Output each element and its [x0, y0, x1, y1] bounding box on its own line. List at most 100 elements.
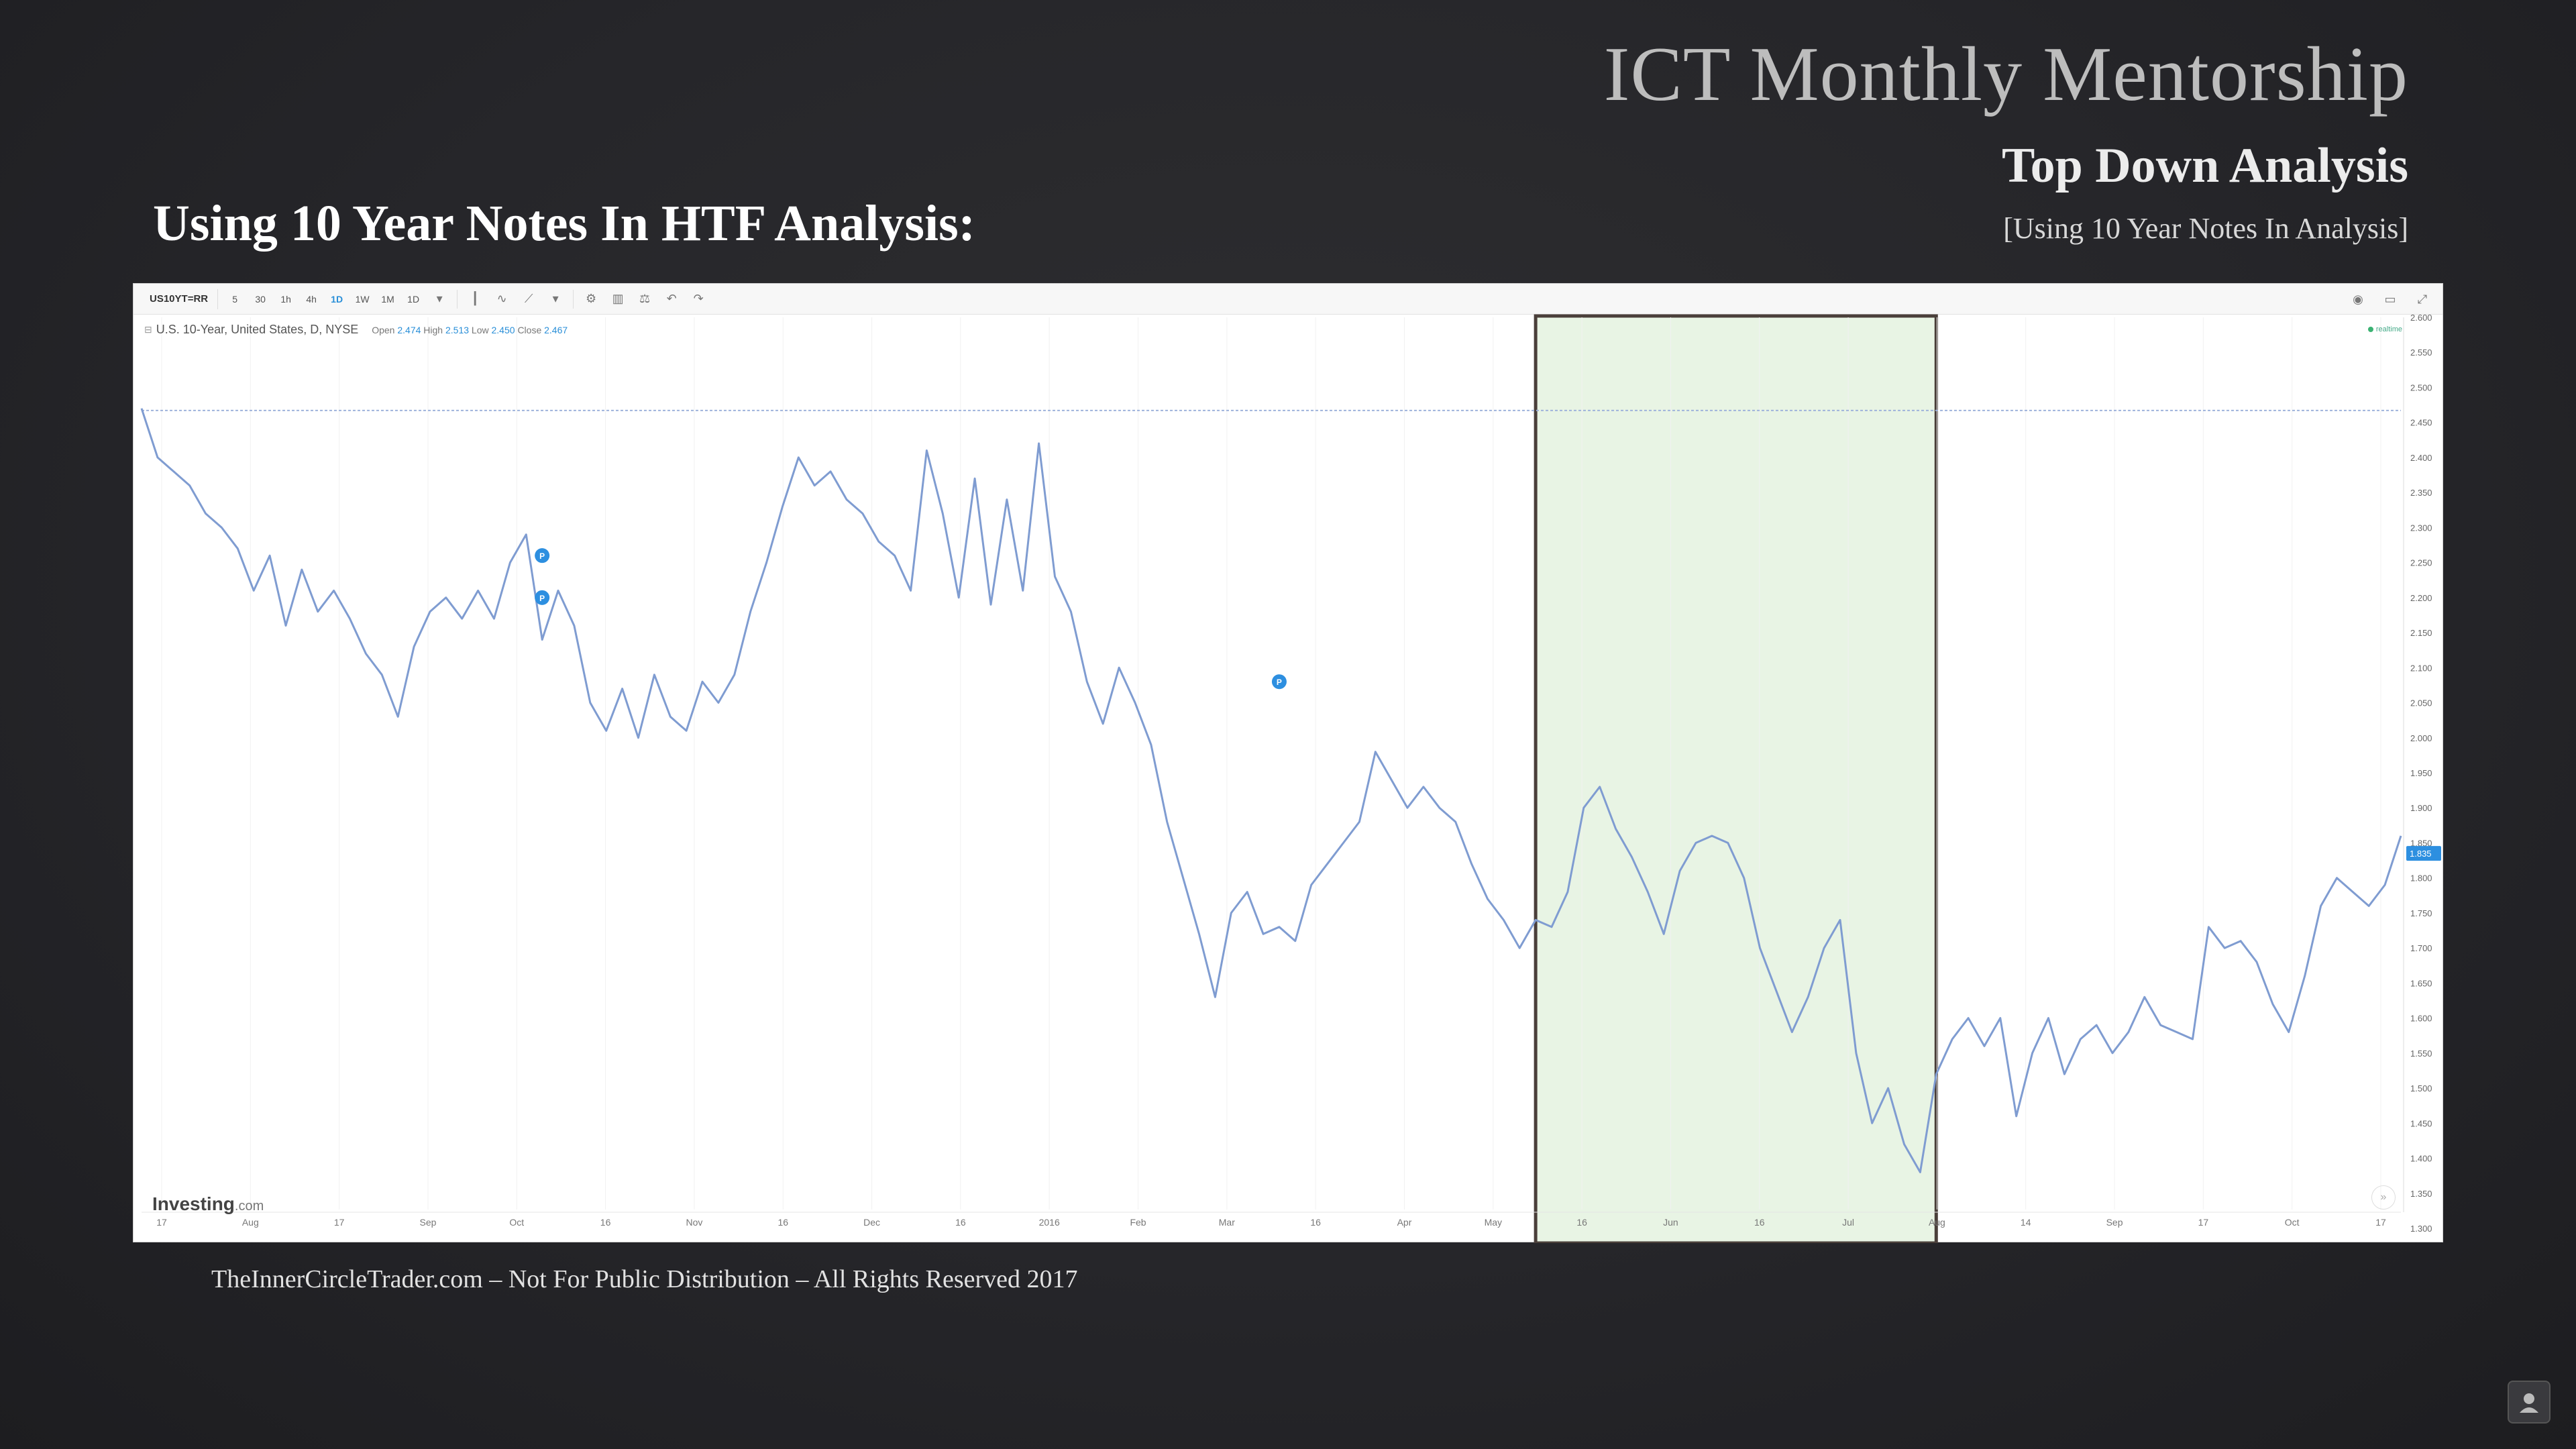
slide-subtitle: Top Down Analysis: [2002, 138, 2408, 193]
x-tick-label: 16: [1310, 1217, 1321, 1228]
current-price-badge: [2406, 846, 2441, 861]
logo-brand: Investing: [152, 1193, 235, 1214]
interval-1m-button[interactable]: 1M: [381, 293, 394, 305]
x-tick-label: Sep: [2106, 1217, 2123, 1228]
price-series-line: [140, 408, 2402, 1173]
y-tick-label: 1.400: [2410, 1154, 2432, 1164]
y-tick-label: 2.150: [2410, 628, 2432, 638]
ohlc-values: Open 2.474 High 2.513 Low 2.450 Close 2.…: [372, 325, 568, 335]
chart-legend: ⊟ U.S. 10-Year, United States, D, NYSE O…: [144, 323, 568, 337]
x-tick-label: Oct: [2285, 1217, 2300, 1228]
toolbar-divider: [457, 289, 458, 309]
event-marker[interactable]: [535, 548, 550, 564]
camera-icon[interactable]: ◉: [2353, 292, 2363, 306]
collapse-legend-icon[interactable]: ⊟: [144, 324, 152, 335]
event-marker-label: P: [539, 594, 545, 603]
x-tick-label: Aug: [242, 1217, 259, 1228]
symbol-search-button[interactable]: US10YT=RR: [140, 288, 219, 309]
y-tick-label: 1.450: [2410, 1118, 2432, 1128]
y-tick-label: 1.550: [2410, 1049, 2432, 1059]
x-tick-label: 16: [955, 1217, 966, 1228]
y-tick-label: 2.050: [2410, 698, 2432, 708]
interval-4h-button[interactable]: 4h: [306, 293, 317, 305]
x-tick-label: 14: [2021, 1217, 2031, 1228]
undo-icon[interactable]: ↶: [666, 292, 677, 305]
y-tick-label: 1.900: [2410, 803, 2432, 813]
logo-suffix: .com: [234, 1199, 264, 1214]
gear-icon[interactable]: ⚙: [586, 292, 597, 305]
y-tick-label: 2.400: [2410, 453, 2432, 463]
x-tick-label: 2016: [1039, 1217, 1060, 1228]
realtime-badge: realtime: [2367, 325, 2402, 333]
x-tick-label: May: [1485, 1217, 1502, 1228]
presenter-avatar: [2508, 1381, 2551, 1424]
high-label: High: [423, 324, 443, 335]
event-marker[interactable]: [1271, 674, 1287, 690]
y-tick-label: 2.500: [2410, 382, 2432, 392]
close-value: 2.467: [544, 324, 568, 335]
highlight-region: [1534, 314, 1938, 1243]
y-tick-label: 2.450: [2410, 418, 2432, 428]
x-tick-label: Mar: [1219, 1217, 1235, 1228]
interval-1h-button[interactable]: 1h: [280, 293, 291, 305]
x-tick-label: Apr: [1397, 1217, 1412, 1228]
x-tick-label: Oct: [509, 1217, 524, 1228]
candles-icon[interactable]: ┃: [471, 292, 479, 305]
x-tick-label: Jun: [1663, 1217, 1678, 1228]
y-tick-label: 2.200: [2410, 593, 2432, 603]
slide-footer: TheInnerCircleTrader.com – Not For Publi…: [211, 1265, 1078, 1293]
x-tick-label: 17: [334, 1217, 345, 1228]
high-value: 2.513: [445, 324, 470, 335]
x-tick-label: 16: [1576, 1217, 1587, 1228]
x-tick-label: Aug: [1929, 1217, 1945, 1228]
open-label: Open: [372, 324, 395, 335]
y-tick-label: 1.800: [2410, 873, 2432, 883]
line-tool-icon[interactable]: ⟋: [524, 292, 533, 305]
slide-title: ICT Monthly Mentorship: [1603, 32, 2408, 117]
low-value: 2.450: [491, 324, 515, 335]
y-tick-label: 2.350: [2410, 488, 2432, 498]
layout-icon[interactable]: ▭: [2384, 292, 2396, 306]
interval-1d-button[interactable]: 1D: [331, 293, 343, 305]
x-tick-label: 16: [600, 1217, 611, 1228]
y-tick-label: 2.300: [2410, 523, 2432, 533]
scroll-to-end-button[interactable]: »: [2371, 1185, 2396, 1210]
event-marker-label: P: [539, 551, 545, 561]
compare-icon[interactable]: ▥: [612, 292, 624, 305]
y-tick-label: 1.500: [2410, 1083, 2432, 1093]
toolbar-divider: [573, 289, 574, 309]
x-tick-label: 17: [2198, 1217, 2209, 1228]
chevron-down-icon[interactable]: ▾: [436, 292, 443, 305]
y-tick-label: 1.600: [2410, 1014, 2432, 1024]
x-tick-label: Jul: [1842, 1217, 1854, 1228]
x-tick-label: 17: [2375, 1217, 2386, 1228]
interval-1w-button[interactable]: 1W: [355, 293, 370, 305]
y-tick-label: 2.250: [2410, 558, 2432, 568]
range-button[interactable]: 1D: [407, 293, 420, 305]
event-marker[interactable]: [535, 590, 550, 605]
scale-icon[interactable]: ⚖: [639, 292, 651, 305]
interval-30-button[interactable]: 30: [255, 293, 266, 305]
y-tick-label: 1.700: [2410, 943, 2432, 953]
open-value: 2.474: [397, 324, 421, 335]
investing-logo: Investing.com: [152, 1193, 264, 1215]
status-dot: [2367, 327, 2373, 332]
x-tick-label: Feb: [1130, 1217, 1146, 1228]
event-marker-label: P: [1277, 678, 1282, 687]
fullscreen-icon[interactable]: ⤢: [2417, 292, 2428, 306]
chart-widget[interactable]: US10YT=RR 5 30 1h 4h 1D 1W 1M 1D ▾ ┃ ∿ ⟋…: [133, 283, 2444, 1243]
y-tick-label: 2.000: [2410, 733, 2432, 743]
price-chart[interactable]: 2.600 2.550 2.500 2.450 2.400 2.350 2.300 2.250…: [133, 284, 2444, 1243]
x-tick-label: Dec: [863, 1217, 880, 1228]
realtime-label: realtime: [2375, 325, 2402, 333]
indicators-icon[interactable]: ∿: [496, 292, 507, 305]
chevron-down-icon[interactable]: ▾: [552, 292, 559, 305]
slide-heading: Using 10 Year Notes In HTF Analysis:: [153, 195, 975, 252]
y-tick-label: 2.100: [2410, 663, 2432, 673]
y-tick-label: 1.650: [2410, 978, 2432, 988]
avatar-icon: [2520, 1393, 2538, 1413]
x-tick-label: Nov: [686, 1217, 702, 1228]
redo-icon[interactable]: ↷: [693, 292, 704, 305]
y-tick-label: 2.600: [2410, 313, 2432, 323]
interval-5-button[interactable]: 5: [232, 293, 238, 305]
